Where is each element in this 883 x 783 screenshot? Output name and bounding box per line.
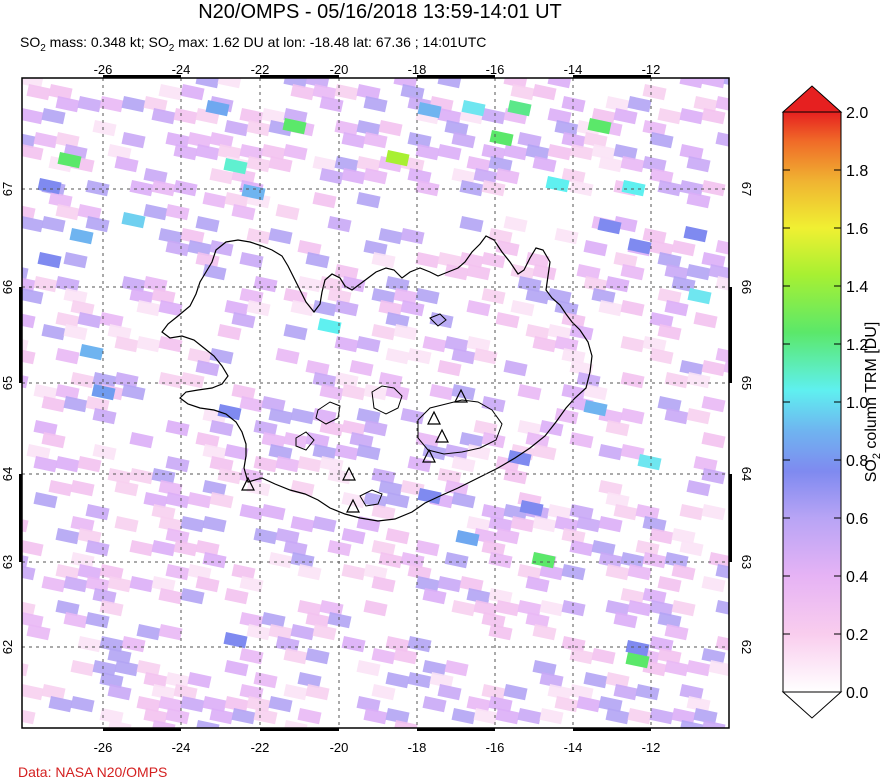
lon-tick-label-bottom: -18 — [408, 740, 427, 755]
colorbar-tick-label: 2.0 — [846, 105, 868, 122]
lat-tick-label-right: 62 — [739, 640, 754, 654]
lon-tick-label-top: -26 — [94, 62, 113, 77]
colorbar-tick-label: 0.4 — [846, 569, 868, 586]
colorbar-tick-label: 1.0 — [846, 395, 868, 412]
graticule — [22, 78, 729, 728]
lon-tick-label-top: -20 — [330, 62, 349, 77]
lon-tick-label-bottom: -12 — [642, 740, 661, 755]
data-credit: Data: NASA N20/OMPS — [18, 764, 168, 780]
volcano-icon — [454, 388, 468, 403]
colorbar-tick-label: 1.4 — [846, 279, 868, 296]
lon-tick-label-top: -18 — [408, 62, 427, 77]
lat-tick-label-left: 67 — [0, 182, 15, 196]
lat-tick-label-right: 65 — [739, 376, 754, 390]
colorbar-tick-label: 1.2 — [846, 337, 868, 354]
so2-pixel-field — [22, 78, 729, 728]
colorbar-tick-label: 1.6 — [846, 221, 868, 238]
colorbar-max-arrow — [781, 85, 843, 113]
lat-tick-label-left: 66 — [0, 280, 15, 294]
axis-tick-labels: -26 -26 -24 -24 -22 -22 -20 -20 -18 -18 -16 -16 -14 -… — [0, 62, 754, 755]
colorbar-gradient — [782, 111, 842, 693]
map-subtitle: SO2 mass: 0.348 kt; SO2 max: 1.62 DU at … — [20, 34, 487, 54]
colorbar-tick-label: 0.8 — [846, 453, 868, 470]
lon-tick-label-bottom: -22 — [251, 740, 270, 755]
frame-scale-bars — [19, 75, 732, 731]
lon-tick-label-bottom: -14 — [564, 740, 583, 755]
lat-tick-label-left: 65 — [0, 376, 15, 390]
coastline — [161, 235, 593, 522]
volcano-icon — [346, 498, 360, 513]
lon-tick-label-top: -22 — [251, 62, 270, 77]
lon-tick-label-top: -14 — [564, 62, 583, 77]
lon-tick-label-bottom: -26 — [94, 740, 113, 755]
lat-tick-label-right: 67 — [739, 182, 754, 196]
colorbar-tick-label: 0.6 — [846, 511, 868, 528]
lon-tick-label-bottom: -24 — [172, 740, 191, 755]
volcano-icon — [241, 476, 255, 491]
lat-tick-label-right: 66 — [739, 280, 754, 294]
colorbar: 2.0 1.8 1.6 1.4 1.2 1.0 0.8 0.6 0.4 0.2 0.0 SO2 co… — [781, 85, 883, 719]
lat-tick-label-left: 63 — [0, 555, 15, 569]
lon-tick-label-top: -12 — [642, 62, 661, 77]
colorbar-tick-label: 0.0 — [846, 685, 868, 702]
colorbar-tick-label: 1.8 — [846, 163, 868, 180]
volcano-icon — [427, 410, 441, 425]
lat-tick-label-right: 64 — [739, 467, 754, 481]
lat-tick-label-left: 62 — [0, 640, 15, 654]
volcano-icon — [342, 466, 356, 481]
volcano-icon — [422, 448, 436, 463]
colorbar-min-arrow — [781, 691, 843, 719]
lon-tick-label-top: -16 — [486, 62, 505, 77]
lon-tick-label-bottom: -16 — [486, 740, 505, 755]
map-frame — [21, 77, 730, 729]
lon-tick-label-top: -24 — [172, 62, 191, 77]
volcano-markers — [241, 388, 468, 513]
map-title: N20/OMPS - 05/16/2018 13:59-14:01 UT — [198, 1, 562, 23]
colorbar-label: SO2 column TRM [DU] — [863, 322, 883, 483]
colorbar-tick-label: 0.2 — [846, 627, 868, 644]
lon-tick-label-bottom: -20 — [330, 740, 349, 755]
lat-tick-label-left: 64 — [0, 467, 15, 481]
volcano-icon — [435, 428, 449, 443]
lat-tick-label-right: 63 — [739, 555, 754, 569]
